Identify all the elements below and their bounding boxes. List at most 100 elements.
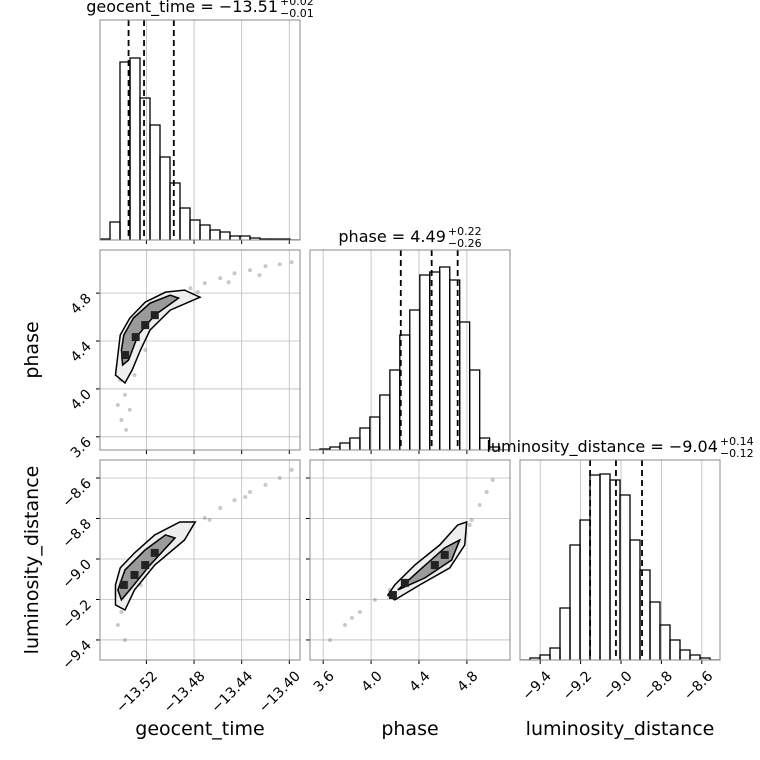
hist-bin xyxy=(559,607,571,660)
x-tick-label: −8.8 xyxy=(641,668,676,703)
hist-bin xyxy=(599,473,611,660)
hist-bin xyxy=(129,57,141,240)
panel: −9.4 −9.2 −9.0 −8.8 −8.6 xyxy=(519,459,721,704)
title-upper-error: +0.14 xyxy=(720,435,754,448)
sample-point xyxy=(123,637,127,642)
sample-point xyxy=(484,489,489,494)
density-peak xyxy=(150,548,159,557)
hist-bin xyxy=(679,649,691,660)
hist-bin xyxy=(409,309,421,450)
sample-point xyxy=(195,290,200,295)
title-upper-error: +0.22 xyxy=(448,225,482,238)
x-tick-label: 4.4 xyxy=(407,668,434,695)
sample-point xyxy=(277,262,282,267)
hist-bin xyxy=(199,224,211,240)
sample-point xyxy=(263,264,268,269)
y-tick-label: 4.4 xyxy=(68,338,95,365)
density-peak xyxy=(131,333,140,342)
hist-bin xyxy=(169,182,181,240)
panel-title: luminosity_distance = −9.04 xyxy=(486,437,717,457)
hist-bin xyxy=(539,654,551,660)
x-tick-label: 3.6 xyxy=(311,668,338,695)
sample-point xyxy=(248,268,252,273)
panel-body xyxy=(310,250,510,450)
panel-frame xyxy=(309,459,511,661)
panel xyxy=(309,249,511,454)
sample-point xyxy=(119,610,124,615)
x-tick-label: −9.2 xyxy=(560,668,595,703)
hist-bin xyxy=(349,437,361,450)
panel-body xyxy=(100,20,300,240)
panel-frame xyxy=(99,249,301,451)
hist-bin xyxy=(619,494,631,660)
x-axis-label: phase xyxy=(381,718,438,740)
x-axis-label: luminosity_distance xyxy=(526,718,715,740)
panel-frame xyxy=(519,459,721,661)
panel-body xyxy=(310,460,510,660)
y-tick-label: −8.8 xyxy=(59,516,94,551)
sample-point xyxy=(277,476,282,481)
y-tick-label: −9.4 xyxy=(59,637,94,672)
hist-bin xyxy=(569,544,581,660)
hist-bin xyxy=(339,442,351,450)
sample-point xyxy=(123,392,127,397)
panel: 3.6 4.0 4.4 4.8 xyxy=(306,459,511,695)
sample-point xyxy=(115,622,120,627)
y-axis-label: phase xyxy=(21,321,43,378)
hist-bin xyxy=(468,369,481,450)
hist-bin xyxy=(109,221,121,240)
title-upper-error: +0.02 xyxy=(280,0,314,8)
sample-point xyxy=(349,615,354,620)
density-peak xyxy=(130,570,139,579)
sample-point xyxy=(119,417,124,422)
hist-bin xyxy=(229,235,241,240)
panel-frame xyxy=(99,459,301,661)
sample-point xyxy=(248,489,252,494)
sample-point xyxy=(115,402,120,407)
title-lower-error: −0.12 xyxy=(720,447,754,460)
sample-point xyxy=(202,281,207,286)
y-tick-label: 3.6 xyxy=(68,434,95,461)
hist-bin xyxy=(649,601,661,660)
hist-bin xyxy=(379,394,391,450)
density-peak xyxy=(121,351,129,360)
sample-point xyxy=(243,495,248,500)
density-peak xyxy=(400,578,409,587)
contour xyxy=(114,289,202,385)
sample-point xyxy=(490,478,495,483)
hist-bin xyxy=(359,427,371,450)
hist-bin xyxy=(139,97,151,240)
y-tick-label: 4.0 xyxy=(68,386,95,413)
density-peak xyxy=(119,580,128,589)
x-tick-label: 4.0 xyxy=(359,668,386,695)
sample-point xyxy=(467,522,472,527)
y-tick-label: −9.0 xyxy=(59,557,94,592)
hist-bin xyxy=(609,479,621,660)
sample-point xyxy=(124,427,129,432)
hist-bin xyxy=(629,539,641,660)
title-lower-error: −0.01 xyxy=(280,7,314,20)
panel xyxy=(99,19,301,244)
x-tick-label: −13.44 xyxy=(208,668,256,716)
hist-bin xyxy=(669,639,681,660)
x-tick-label: −9.4 xyxy=(519,668,554,703)
x-tick-label: −13.52 xyxy=(113,668,161,716)
sample-point xyxy=(202,515,207,520)
sample-point xyxy=(232,498,237,503)
sample-point xyxy=(207,517,212,522)
x-tick-label: −9.0 xyxy=(600,668,635,703)
x-tick-label: −13.48 xyxy=(161,668,209,716)
hist-bin xyxy=(159,156,171,240)
hist-bin xyxy=(589,474,601,660)
density-peak xyxy=(141,321,150,330)
panel: 3.6 4.0 4.4 4.8 xyxy=(68,249,301,461)
hist-bin xyxy=(689,654,701,660)
hist-bin xyxy=(149,124,161,240)
hist-bin xyxy=(549,647,561,660)
hist-bin xyxy=(459,321,471,450)
density-peak xyxy=(388,591,397,600)
x-tick-label: 4.8 xyxy=(454,668,481,695)
hist-bin xyxy=(189,219,201,240)
panel-body xyxy=(100,250,300,450)
